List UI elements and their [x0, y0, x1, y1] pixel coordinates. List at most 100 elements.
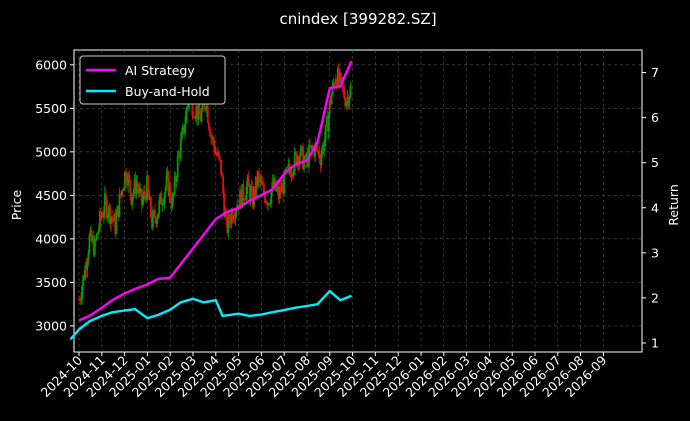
- candle-body: [174, 176, 177, 182]
- candle-body: [169, 185, 172, 201]
- candle-body: [207, 122, 210, 129]
- candle-body: [107, 215, 109, 219]
- candle-body: [206, 105, 209, 123]
- candle-body: [163, 193, 166, 204]
- candle-body: [136, 182, 139, 188]
- candle-body: [194, 117, 197, 119]
- candle-body: [218, 152, 220, 158]
- candle-body: [100, 215, 103, 219]
- candle-body: [281, 182, 283, 193]
- candle-body: [275, 188, 278, 191]
- candle-body: [319, 159, 322, 166]
- candle-body: [305, 155, 308, 163]
- candle-body: [153, 210, 155, 212]
- candle-body: [294, 151, 297, 153]
- y-left-tick-label: 3500: [35, 275, 67, 290]
- candle-body: [263, 184, 265, 194]
- candle-body: [212, 137, 215, 146]
- candle-body: [157, 213, 160, 219]
- candle-body: [102, 212, 105, 217]
- candle-body: [211, 136, 213, 139]
- candle-body: [205, 105, 208, 110]
- candle-body: [199, 113, 202, 122]
- candle-body: [210, 136, 212, 138]
- y-right-axis-ticks: 1 2 3 4 5 6 7: [642, 65, 659, 350]
- candle-body: [135, 182, 138, 194]
- candle-body: [240, 190, 243, 208]
- candle-body: [329, 100, 332, 105]
- candle-body: [344, 97, 347, 107]
- candle-body: [270, 191, 273, 204]
- candle-body: [310, 145, 312, 148]
- candle-body: [288, 164, 291, 170]
- candle-body: [347, 96, 350, 106]
- candle-body: [286, 167, 289, 169]
- candle-body: [272, 181, 275, 187]
- candle-body: [145, 194, 147, 201]
- candle-body: [195, 106, 198, 118]
- candle-body: [283, 171, 286, 195]
- candle-body: [296, 157, 299, 166]
- candle-body: [302, 146, 304, 170]
- x-axis-ticks: 2024-102024-112024-122025-012025-022025-…: [38, 352, 610, 400]
- candle-body: [323, 139, 326, 151]
- candle-body: [116, 206, 119, 217]
- candle-body: [342, 85, 345, 88]
- candle-body: [150, 217, 153, 228]
- candle-body: [110, 216, 112, 224]
- candle-body: [146, 175, 148, 201]
- candle-body: [330, 94, 333, 105]
- candle-body: [93, 238, 96, 256]
- candle-body: [334, 79, 337, 85]
- candle-body: [256, 176, 258, 187]
- candle-body: [232, 218, 235, 221]
- candle-body: [297, 157, 300, 165]
- y-left-tick-label: 4000: [35, 231, 67, 246]
- candle-body: [150, 197, 152, 218]
- y-left-tick-label: 5000: [35, 144, 67, 159]
- series-line-buy-and-hold: [69, 289, 352, 341]
- candle-body: [114, 214, 117, 234]
- candle-body: [149, 197, 151, 200]
- candle-body: [187, 103, 190, 108]
- candle-body: [234, 211, 237, 219]
- candle-body: [227, 214, 230, 233]
- candle-body: [203, 102, 206, 109]
- candle-body: [166, 172, 169, 177]
- candle-body: [260, 180, 262, 182]
- candle-body: [88, 234, 91, 253]
- candle-body: [278, 187, 281, 199]
- candle-body: [259, 175, 261, 182]
- candle-body: [105, 200, 108, 219]
- candle-body: [104, 193, 107, 201]
- candle-body: [183, 125, 185, 134]
- candle-body: [125, 171, 127, 179]
- candle-body: [264, 193, 266, 203]
- candle-body: [339, 72, 341, 82]
- candle-body: [109, 205, 111, 224]
- candle-body: [186, 107, 188, 111]
- series-line-ai-strategy: [78, 60, 353, 322]
- candle-body: [229, 221, 232, 224]
- strategy-lines: [69, 60, 353, 341]
- candle-body: [248, 185, 251, 201]
- candle-body: [85, 265, 88, 270]
- candle-body: [328, 100, 331, 115]
- candle-body: [316, 144, 319, 151]
- candle-body: [285, 167, 288, 174]
- candle-body: [204, 108, 207, 110]
- candle-body: [89, 229, 92, 235]
- candle-body: [220, 159, 222, 175]
- candle-body: [265, 202, 267, 204]
- candle-body: [321, 144, 324, 155]
- candle-body: [113, 214, 116, 222]
- candle-body: [244, 199, 247, 201]
- candle-body: [230, 210, 233, 224]
- candle-body: [298, 155, 301, 165]
- candle-body: [348, 97, 351, 106]
- candle-body: [83, 275, 86, 280]
- candle-body: [126, 178, 129, 186]
- candle-body: [129, 179, 132, 194]
- candle-body: [223, 193, 226, 217]
- candle-body: [95, 233, 98, 241]
